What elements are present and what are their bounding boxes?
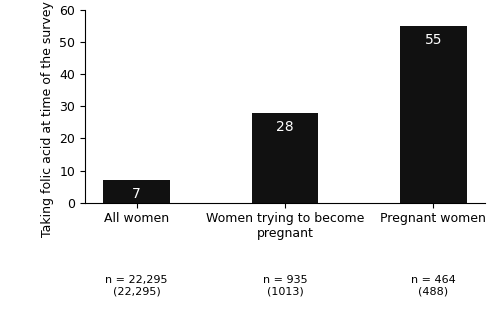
- Text: n = 22,295
(22,295): n = 22,295 (22,295): [106, 275, 168, 297]
- Text: 7: 7: [132, 187, 141, 201]
- Text: n = 935
(1013): n = 935 (1013): [262, 275, 308, 297]
- Text: n = 464
(488): n = 464 (488): [411, 275, 456, 297]
- Text: 55: 55: [424, 33, 442, 47]
- Text: 28: 28: [276, 120, 294, 134]
- Y-axis label: Taking folic acid at time of the survey (%): Taking folic acid at time of the survey …: [40, 0, 54, 237]
- Bar: [252, 113, 318, 203]
- Bar: [400, 26, 467, 203]
- Bar: [103, 180, 170, 203]
